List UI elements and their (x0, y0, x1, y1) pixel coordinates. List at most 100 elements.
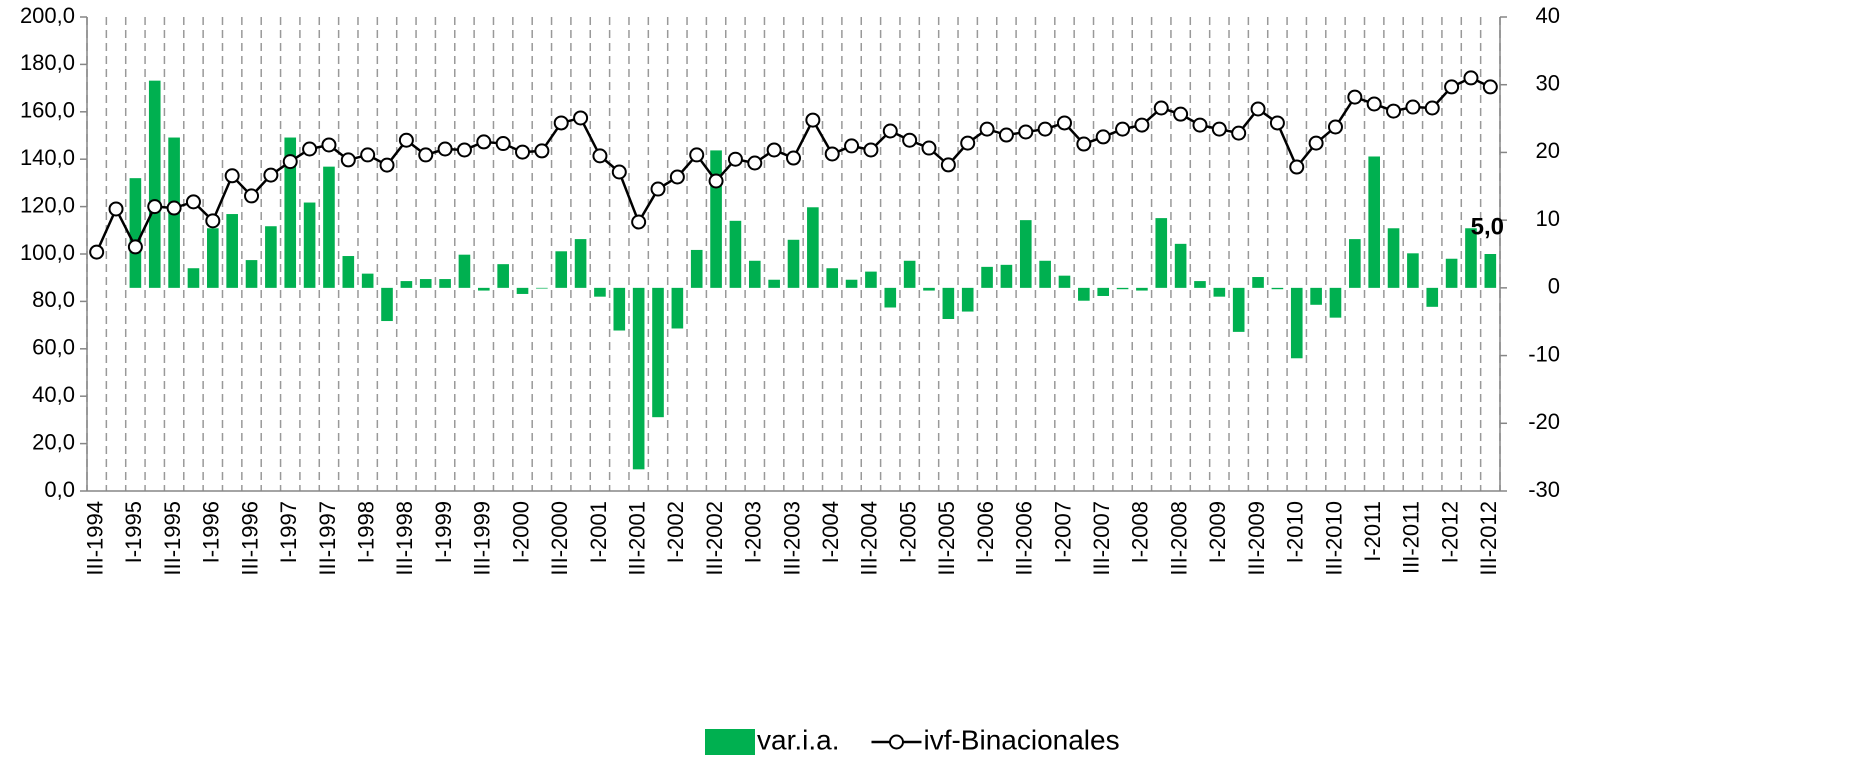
bar (1426, 288, 1438, 307)
line-marker (1232, 127, 1245, 140)
y2-tick-label: 30 (1536, 71, 1560, 96)
bar (1214, 288, 1226, 297)
x-tick-label: I-1998 (353, 501, 378, 563)
line-marker (903, 134, 916, 147)
line-marker (419, 148, 432, 161)
line-marker (90, 246, 103, 259)
x-tick-label: I-2002 (663, 501, 688, 563)
x-tick-label: III-1994 (82, 501, 107, 576)
line-marker (1077, 138, 1090, 151)
x-tick-label: III-2009 (1244, 501, 1269, 576)
line-marker (555, 116, 568, 129)
y2-tick-label: 20 (1536, 138, 1560, 163)
line-marker (497, 137, 510, 150)
line-marker (845, 139, 858, 152)
line-marker (1464, 71, 1477, 84)
x-tick-label: III-2002 (702, 501, 727, 576)
legend-label: var.i.a. (757, 724, 839, 755)
x-tick-label: I-1999 (431, 501, 456, 563)
line-marker (439, 143, 452, 156)
line-marker (303, 143, 316, 156)
x-tick-label: III-2012 (1476, 501, 1501, 576)
y-tick-label: 0,0 (44, 477, 75, 502)
line-marker (361, 148, 374, 161)
bar (246, 260, 258, 288)
x-tick-label: III-2000 (547, 501, 572, 576)
bar (1020, 220, 1032, 288)
line-marker (922, 142, 935, 155)
x-tick-label: I-2007 (1050, 501, 1075, 563)
line-marker (942, 158, 955, 171)
line-marker (1097, 130, 1110, 143)
line-marker (787, 152, 800, 165)
line-marker (864, 143, 877, 156)
bar (555, 251, 567, 288)
bar (304, 203, 316, 288)
y2-tick-label: 0 (1548, 274, 1560, 299)
line-marker (458, 143, 471, 156)
bar (613, 288, 625, 331)
bar (691, 250, 703, 288)
x-tick-label: III-1999 (470, 501, 495, 576)
line-marker (768, 143, 781, 156)
bar (381, 288, 393, 321)
x-tick-label: III-2001 (624, 501, 649, 576)
y2-tick-label: -10 (1528, 341, 1560, 366)
line-marker (148, 200, 161, 213)
bar (633, 288, 645, 469)
bar (1349, 239, 1361, 288)
x-tick-label: III-1998 (392, 501, 417, 576)
bar (1310, 288, 1322, 305)
bar (497, 264, 509, 288)
line-marker (1019, 125, 1032, 138)
line-marker (322, 138, 335, 151)
line-marker (652, 183, 665, 196)
bar (1485, 254, 1497, 288)
bar (536, 288, 548, 289)
bar (1291, 288, 1303, 358)
line-marker (1310, 137, 1323, 150)
line-marker (1368, 97, 1381, 110)
bar (517, 288, 529, 294)
bar (1368, 156, 1380, 287)
bar (923, 288, 935, 291)
y2-tick-label: 10 (1536, 206, 1560, 231)
line-marker (284, 155, 297, 168)
bar (749, 261, 761, 288)
line-marker (381, 159, 394, 172)
bar (1059, 276, 1071, 288)
line-marker (806, 114, 819, 127)
line-marker (400, 134, 413, 147)
bar (362, 274, 374, 288)
line-marker (226, 169, 239, 182)
y-tick-label: 140,0 (20, 145, 75, 170)
line-marker (264, 169, 277, 182)
bar (943, 288, 955, 319)
line-marker (1426, 102, 1439, 115)
x-tick-label: I-2004 (818, 501, 843, 563)
bar (1001, 265, 1013, 288)
line-marker (1155, 102, 1168, 115)
line-marker (690, 148, 703, 161)
line-marker (1252, 102, 1265, 115)
bar (207, 228, 219, 288)
bar (652, 288, 664, 417)
x-tick-label: III-1996 (237, 501, 262, 576)
line-marker (574, 111, 587, 124)
line-marker (1348, 91, 1361, 104)
bar (884, 288, 896, 308)
line-marker (1484, 80, 1497, 93)
line-marker (1039, 123, 1052, 136)
line-marker (613, 165, 626, 178)
bar (1117, 288, 1129, 289)
bar (807, 207, 819, 288)
bar (420, 279, 432, 288)
line-marker (1000, 129, 1013, 142)
line-marker (245, 189, 258, 202)
line-marker (961, 137, 974, 150)
x-tick-label: III-2004 (857, 501, 882, 576)
y-tick-label: 120,0 (20, 192, 75, 217)
x-tick-label: III-2011 (1399, 501, 1424, 574)
x-tick-label: III-1995 (160, 501, 185, 576)
bar (149, 81, 161, 288)
